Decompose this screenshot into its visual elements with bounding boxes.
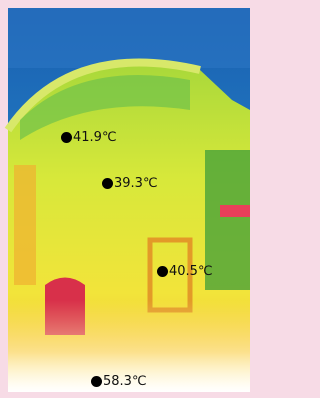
temp-label: 39.3℃ — [102, 177, 158, 190]
temp-text: 40.5℃ — [169, 265, 213, 278]
hot-strip — [220, 205, 250, 217]
thermal-photo-panel: 41.9℃ 39.3℃ 40.5℃ 58.3℃ — [0, 0, 259, 398]
temp-label: 41.9℃ — [61, 131, 117, 144]
thermal-image — [0, 0, 259, 398]
marker-dot — [61, 132, 72, 143]
marker-dot — [91, 376, 102, 387]
marker-dot — [102, 178, 113, 189]
temp-text: 39.3℃ — [114, 177, 158, 190]
temp-label: 40.5℃ — [157, 265, 213, 278]
temp-text: 58.3℃ — [103, 375, 147, 388]
marker-dot — [157, 266, 168, 277]
temp-label: 58.3℃ — [91, 375, 147, 388]
window-left — [14, 165, 36, 285]
temp-text: 41.9℃ — [73, 131, 117, 144]
